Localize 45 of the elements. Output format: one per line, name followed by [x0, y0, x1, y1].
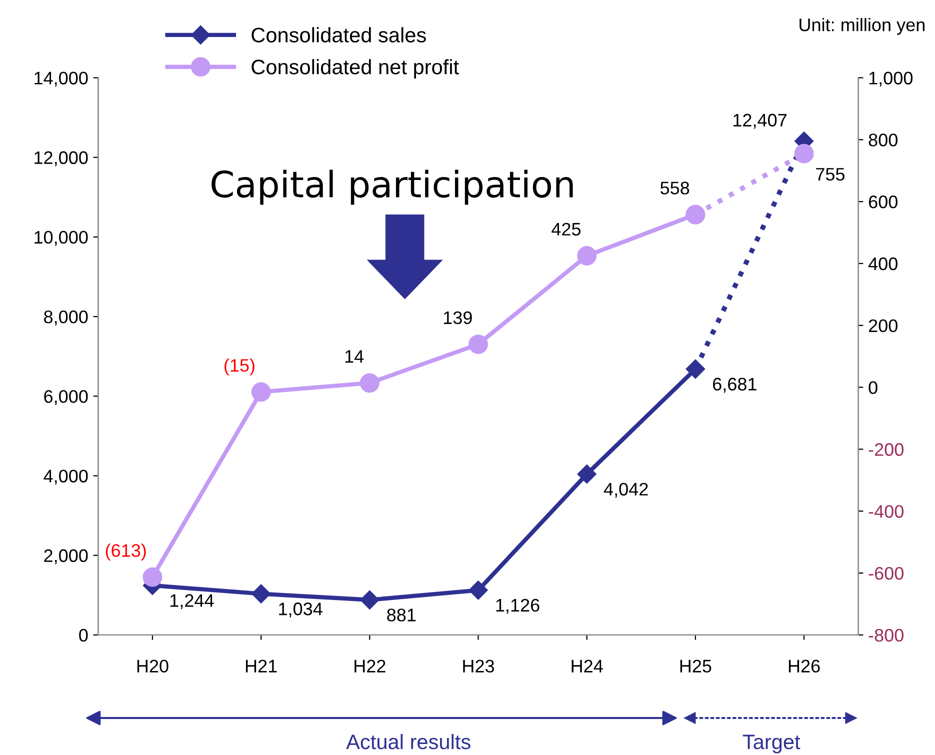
data-label: 139: [444, 311, 472, 324]
y-tick-label: 10,000: [34, 230, 88, 246]
legend-label: Consolidated net profit: [252, 59, 459, 78]
y2-tick-label: 1,000: [869, 72, 913, 87]
y-tick-label: 4,000: [44, 470, 88, 485]
y2-tick-label: -200: [868, 443, 904, 456]
legend-label: Consolidated sales: [252, 27, 426, 42]
x-tick-label: H22: [354, 660, 386, 672]
x-tick-label: H25: [680, 660, 712, 673]
y-tick-label: 6,000: [44, 390, 88, 406]
data-label: 425: [552, 222, 581, 236]
y2-tick-label: -400: [868, 505, 904, 518]
y2-tick-label: -600: [868, 566, 904, 580]
data-label: 881: [387, 608, 416, 622]
data-label: 12,407: [734, 114, 786, 129]
y-tick-label: 8,000: [44, 310, 88, 326]
y2-tick-label: 800: [868, 134, 898, 146]
y-tick-label: 12,000: [34, 151, 88, 166]
y2-tick-label: 0: [868, 381, 878, 394]
y2-tick-label: 400: [868, 257, 898, 270]
y2-tick-label: 200: [868, 319, 898, 332]
data-label: 558: [660, 182, 690, 194]
x-tick-label: H20: [137, 660, 168, 673]
annotation: Capital participation: [212, 170, 573, 205]
data-label: 755: [816, 168, 845, 181]
data-label: (613): [106, 544, 146, 560]
x-tick-label: H26: [788, 660, 820, 673]
data-label: 14: [345, 350, 364, 363]
data-label: 6,681: [713, 378, 756, 393]
x-tick-label: H23: [463, 660, 494, 673]
data-label: 1,244: [170, 594, 214, 610]
y-tick-label: 2,000: [44, 549, 88, 564]
data-label: 1,034: [279, 602, 322, 618]
text: Actual results: [346, 734, 470, 750]
data-label: 1,126: [496, 598, 540, 614]
data-label: 4,042: [604, 482, 648, 498]
x-tick-label: H21: [246, 660, 277, 672]
y2-tick-label: -800: [868, 628, 904, 642]
data-label: (15): [224, 358, 254, 376]
y-tick-label: 0: [79, 628, 88, 642]
y-tick-label: 14,000: [34, 72, 88, 87]
x-tick-label: H24: [572, 660, 603, 672]
y2-tick-label: 600: [868, 196, 898, 208]
text: Unit: million yen: [800, 18, 924, 35]
text: Target: [742, 734, 800, 754]
